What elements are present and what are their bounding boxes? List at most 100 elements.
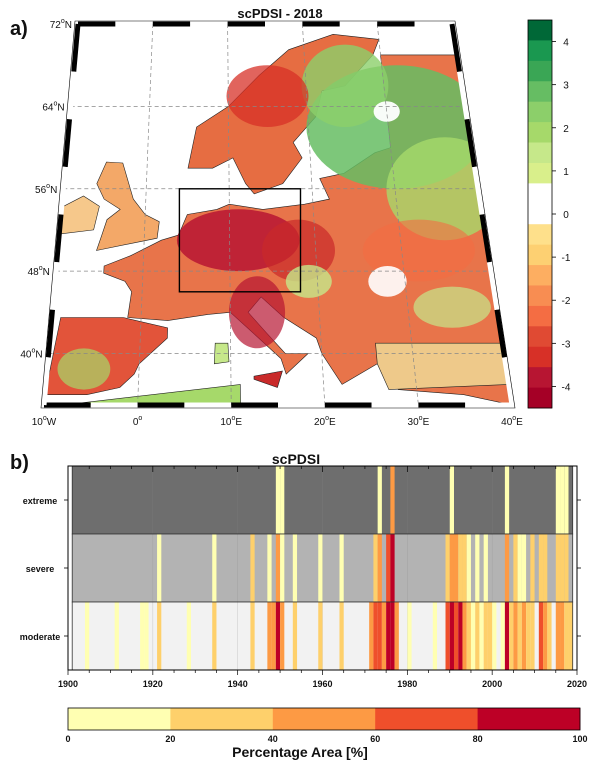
neutral-region bbox=[368, 266, 407, 297]
cell-moderate-1976 bbox=[390, 602, 395, 670]
frame-left-segment bbox=[50, 261, 60, 310]
cell-moderate-1928 bbox=[186, 602, 192, 670]
x-tick-label-1920: 1920 bbox=[143, 679, 163, 689]
study-region-box bbox=[178, 188, 302, 293]
area-colorbar-border bbox=[67, 707, 581, 731]
area-colorbar-tick-0: 0 bbox=[65, 734, 70, 744]
cell-severe-1994 bbox=[466, 534, 471, 602]
drought-region-ukraine bbox=[362, 219, 475, 282]
cell-moderate-2015 bbox=[555, 602, 561, 670]
cell-severe-1992 bbox=[458, 534, 463, 602]
lat-label-64: 64oN bbox=[42, 100, 64, 113]
colorbar-segment bbox=[528, 60, 552, 82]
colorbar-tick-label: -3 bbox=[562, 339, 571, 350]
cell-moderate-2003 bbox=[504, 602, 510, 670]
cell-severe-1949 bbox=[275, 534, 281, 602]
frame-left-segment bbox=[71, 23, 81, 72]
cell-severe-1950 bbox=[280, 534, 285, 602]
cell-moderate-1995 bbox=[470, 602, 476, 670]
cell-moderate-1989 bbox=[445, 602, 450, 670]
cell-moderate-2006 bbox=[517, 602, 522, 670]
cell-extreme-1976 bbox=[390, 466, 395, 534]
cell-extreme-1949 bbox=[275, 466, 281, 534]
cell-extreme-2003 bbox=[504, 466, 510, 534]
lon-label-10W: 10oW bbox=[32, 415, 57, 428]
cell-moderate-1948 bbox=[271, 602, 276, 670]
area-colorbar-segment bbox=[272, 708, 376, 730]
cell-moderate-1959 bbox=[318, 602, 323, 670]
y-label-moderate: moderate bbox=[20, 632, 61, 642]
lon-label-30E: 30oE bbox=[408, 415, 430, 428]
area-colorbar-tick-40: 40 bbox=[268, 734, 278, 744]
frame-left-segment bbox=[67, 71, 77, 120]
frame-right-segment bbox=[479, 214, 492, 263]
cell-moderate-1947 bbox=[267, 602, 272, 670]
cell-moderate-1949 bbox=[275, 602, 281, 670]
lon-label-40E: 40oE bbox=[501, 415, 523, 428]
cell-severe-1989 bbox=[445, 534, 450, 602]
heatmap-title: scPDSI bbox=[271, 451, 321, 467]
cell-severe-2016 bbox=[560, 534, 565, 602]
cell-severe-1998 bbox=[483, 534, 488, 602]
cell-extreme-1990 bbox=[449, 466, 454, 534]
lat-label-48: 48oN bbox=[28, 265, 50, 278]
cell-severe-1993 bbox=[462, 534, 467, 602]
colorbar-tick-label: 4 bbox=[563, 38, 569, 49]
cell-severe-1943 bbox=[250, 534, 255, 602]
colorbar-segment bbox=[528, 40, 552, 62]
cell-moderate-1917 bbox=[140, 602, 145, 670]
cell-moderate-2008 bbox=[526, 602, 531, 670]
colorbar-segment bbox=[528, 122, 552, 143]
cell-severe-2012 bbox=[543, 534, 548, 602]
cell-moderate-1972 bbox=[373, 602, 378, 670]
cell-moderate-1999 bbox=[487, 602, 493, 670]
colorbar-segment bbox=[528, 367, 552, 388]
cell-moderate-1977 bbox=[394, 602, 399, 670]
x-tick-label-1960: 1960 bbox=[312, 679, 332, 689]
cell-severe-2006 bbox=[517, 534, 522, 602]
colorbar-segment bbox=[528, 326, 552, 348]
lon-label-10E: 10oE bbox=[220, 415, 242, 428]
frame-right-segment bbox=[487, 261, 500, 311]
cell-severe-1975 bbox=[386, 534, 391, 602]
x-tick-label-2020: 2020 bbox=[567, 679, 587, 689]
colorbar-segment bbox=[528, 285, 552, 307]
cell-moderate-1950 bbox=[280, 602, 285, 670]
area-colorbar-segment bbox=[170, 708, 274, 730]
cell-moderate-1904 bbox=[84, 602, 90, 670]
meridian-line bbox=[137, 24, 154, 405]
x-tick-label-1940: 1940 bbox=[228, 679, 248, 689]
lat-label-40: 40oN bbox=[20, 348, 42, 361]
land-anatolia bbox=[375, 342, 510, 390]
cell-severe-1921 bbox=[157, 534, 162, 602]
colorbar-segment bbox=[528, 244, 552, 266]
frame-left-segment bbox=[62, 119, 72, 168]
drought-region-italy bbox=[228, 276, 286, 349]
lon-label-20E: 20oE bbox=[314, 415, 336, 428]
cell-severe-1973 bbox=[377, 534, 382, 602]
cell-extreme-2017 bbox=[564, 466, 569, 534]
cell-moderate-2013 bbox=[547, 602, 552, 670]
y-label-severe: severe bbox=[26, 564, 55, 574]
cell-moderate-2009 bbox=[530, 602, 535, 670]
cell-moderate-1921 bbox=[157, 602, 162, 670]
cell-severe-1959 bbox=[318, 534, 323, 602]
frame-right-segment bbox=[494, 309, 507, 358]
cell-moderate-1971 bbox=[369, 602, 374, 670]
meridian-line bbox=[302, 24, 326, 405]
area-colorbar-segment bbox=[477, 708, 581, 730]
drought-region-sweden bbox=[226, 65, 309, 127]
cell-moderate-2005 bbox=[513, 602, 518, 670]
colorbar-segment bbox=[528, 387, 552, 409]
x-tick-label-1980: 1980 bbox=[397, 679, 417, 689]
cell-moderate-2002 bbox=[500, 602, 505, 670]
map-title: scPDSI - 2018 bbox=[237, 6, 323, 21]
cell-extreme-1950 bbox=[280, 466, 285, 534]
colorbar-segment bbox=[528, 183, 552, 205]
land-britain bbox=[96, 161, 160, 251]
colorbar-tick-label: 3 bbox=[563, 81, 569, 92]
colorbar-segment bbox=[528, 224, 552, 246]
cell-severe-1990 bbox=[449, 534, 454, 602]
area-colorbar-tick-100: 100 bbox=[572, 734, 587, 744]
